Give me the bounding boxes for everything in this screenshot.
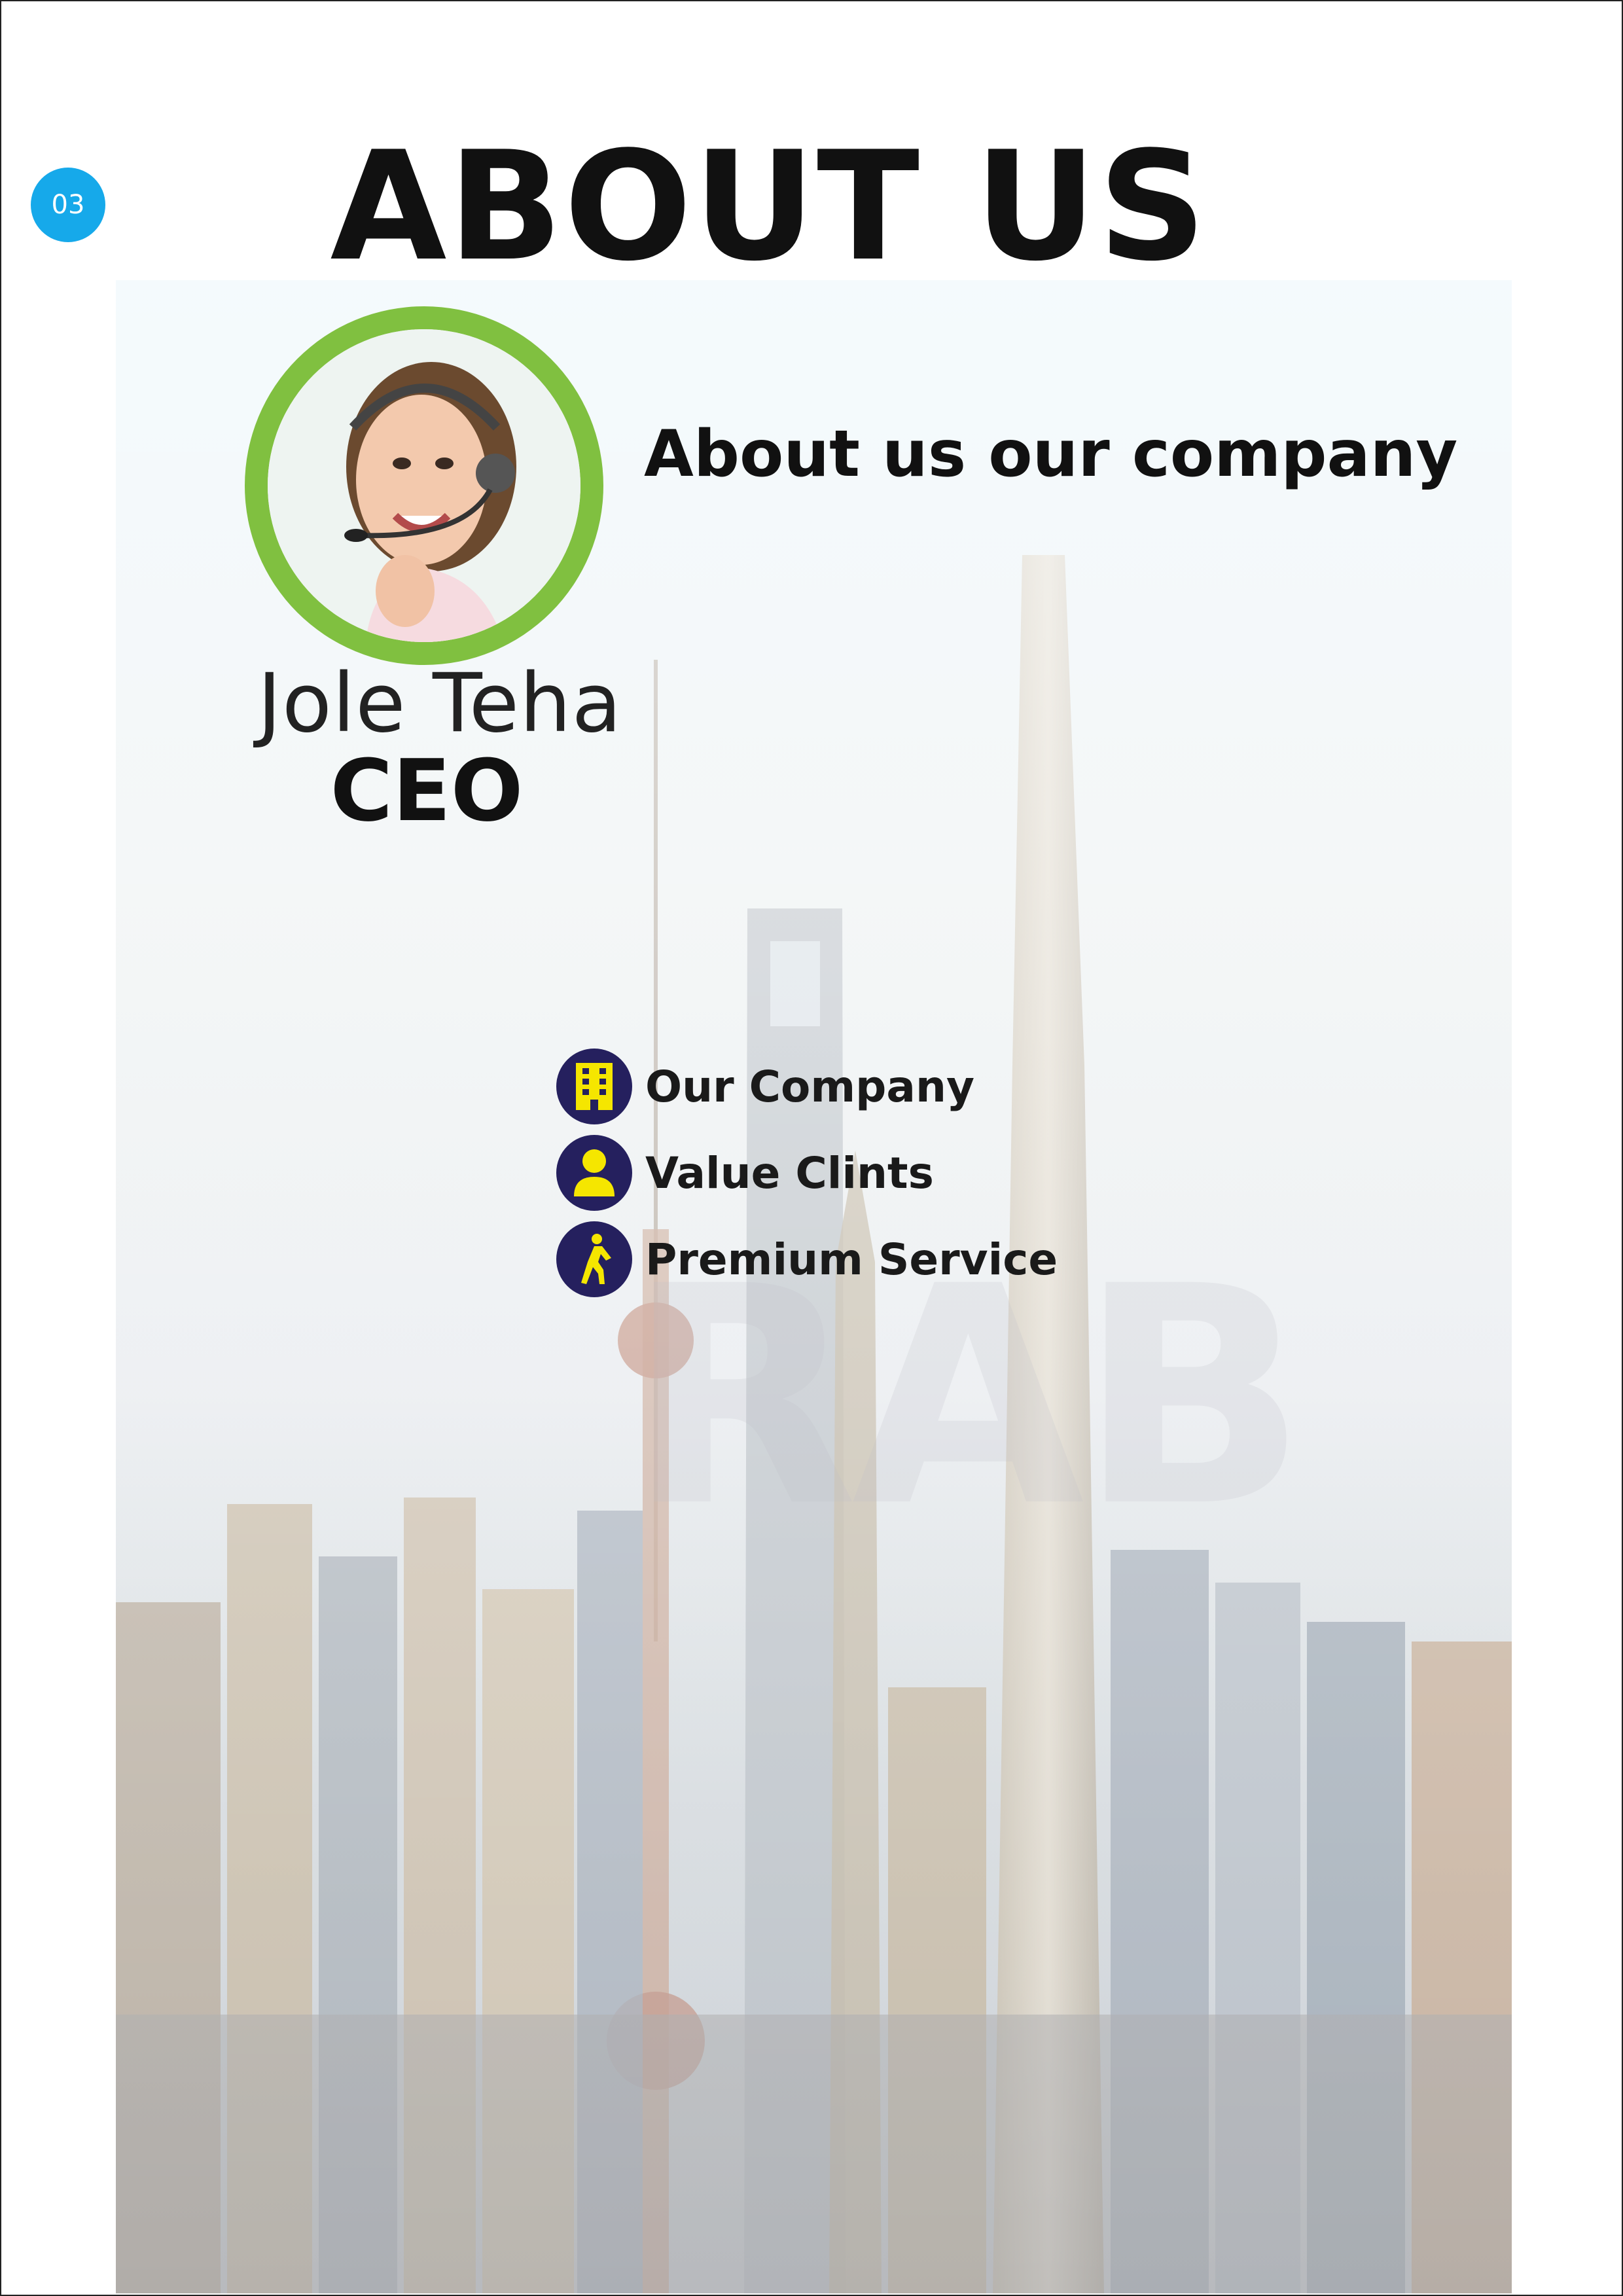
watermark-text: RAB (626, 1223, 1308, 1573)
list-item: Our Company (556, 1046, 1058, 1127)
feature-label: Our Company (645, 1061, 974, 1112)
ceo-role: CEO (330, 741, 524, 840)
page-title: ABOUT US (330, 120, 1208, 295)
feature-list: Our Company Value Clints Premium Service (556, 1046, 1058, 1305)
ceo-avatar-frame (245, 306, 603, 665)
feature-label: Premium Service (645, 1234, 1058, 1285)
support-agent-photo (268, 329, 580, 642)
walking-icon (556, 1221, 632, 1297)
building-icon (556, 1049, 632, 1124)
list-item: Value Clints (556, 1132, 1058, 1213)
avatar (268, 329, 580, 642)
list-item: Premium Service (556, 1219, 1058, 1300)
feature-label: Value Clints (645, 1147, 934, 1198)
user-icon (556, 1135, 632, 1211)
ceo-name: Jole Teha (257, 656, 622, 751)
page-number-badge: 03 (31, 168, 105, 242)
section-headline: About us our company (644, 417, 1458, 492)
